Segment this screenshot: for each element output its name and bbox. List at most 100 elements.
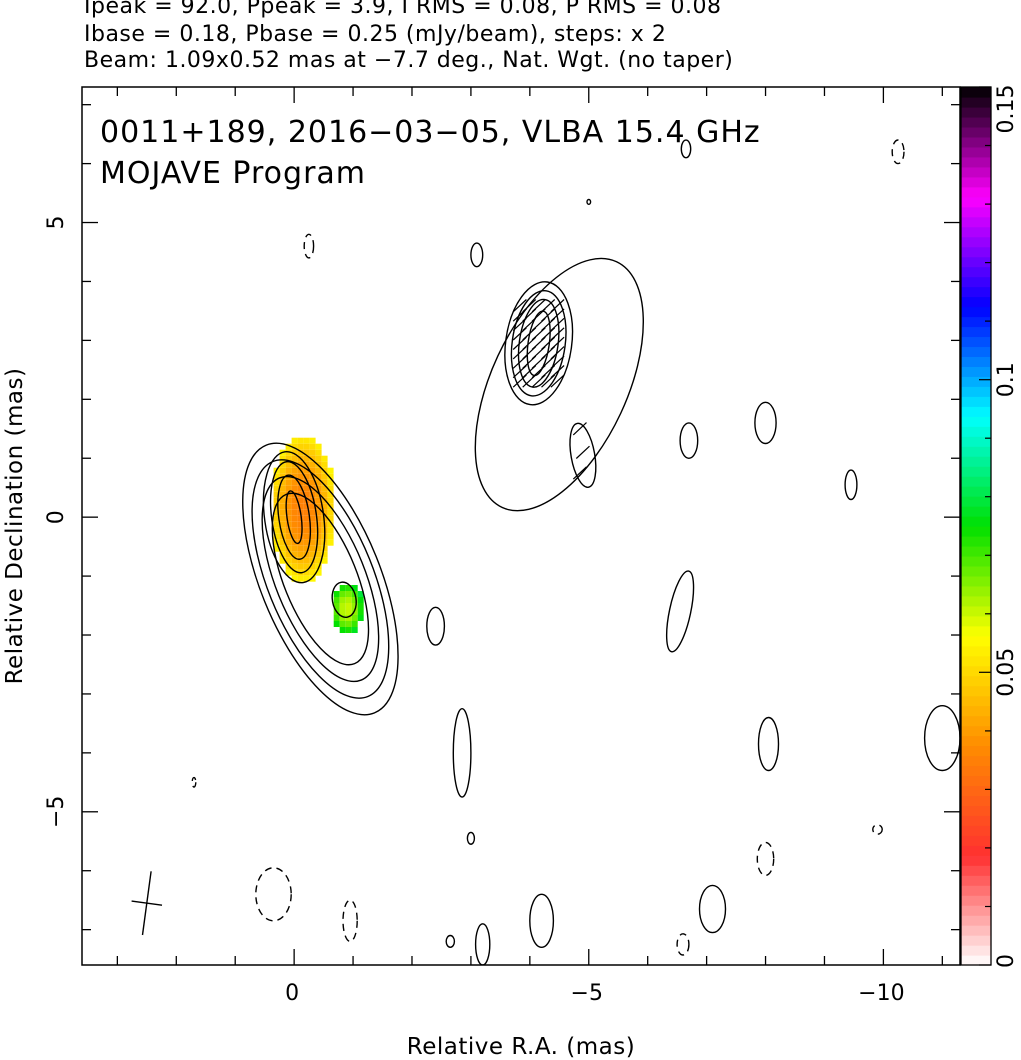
polarization-pixel-core [303,533,310,540]
axis-ticks [82,87,960,965]
polarization-pixel-jet [333,591,340,597]
colorbar-swatch [961,166,991,178]
polarization-pixel-core [327,509,334,516]
contour-core [285,490,303,545]
polarization-pixel-core [303,527,310,534]
polarization-pixel-jet [357,609,364,615]
colorbar-swatch [961,506,991,517]
polarization-pixel-core [303,491,310,498]
x-tick-label: 0 [285,981,299,1006]
x-tick-label: −10 [858,981,904,1006]
polarization-pixel-core [315,533,322,540]
colorbar-swatch [961,915,991,926]
colorbar-swatch [961,436,991,447]
polarization-pixel-core [291,497,298,504]
polarization-pixel-core [315,443,322,450]
colorbar-swatch [961,306,991,318]
polarization-pixel-core [303,437,310,444]
plot-subtitle: MOJAVE Program [100,156,366,191]
polarization-pixel-core [309,467,316,474]
evpa-vector [575,445,590,459]
colorbar-swatch [961,116,991,128]
polarization-pixel-core [303,449,310,456]
colorbar-swatch [961,366,991,377]
colorbar-swatch [961,945,991,956]
polarization-pixel-core [303,515,310,522]
noise-contour-negative [255,867,292,922]
polarization-pixel-core [297,563,304,570]
polarization-pixel-jet [357,615,364,621]
evpa-vector [572,466,587,480]
colorbar-tick-label: 0.05 [994,648,1019,697]
colorbar-tick-label: 0.15 [994,85,1019,134]
polarization-pixel-jet [345,627,352,633]
colorbar-swatch [961,885,991,896]
polarization-pixel-core [297,437,304,444]
evpa-vector [550,365,565,379]
polarization-pixel-jet [357,603,364,609]
evpa-vector [550,327,565,341]
polarization-pixel-core [303,539,310,546]
colorbar-swatch [961,96,991,108]
polarization-pixel-core [315,485,322,492]
polarization-pixel-core [309,461,316,468]
colorbar-swatch [961,795,991,806]
colorbar-swatch [961,326,991,338]
colorbar-swatch [961,775,991,787]
polarization-pixel-jet [345,603,352,609]
evpa-vector [550,308,565,322]
x-tick-label: −5 [571,981,603,1006]
contour-outer-jet-knot [569,422,597,488]
colorbar-swatch [961,126,991,138]
evpa-vector [550,346,565,360]
polarization-pixel-core [297,551,304,558]
polarization-pixel-core [285,467,292,474]
polarization-pixel-core [315,569,322,576]
polarization-pixel-core [309,575,316,582]
polarization-pixel-core [309,521,316,528]
colorbar-swatch [961,635,991,647]
polarization-pixel-core [297,449,304,456]
colorbar-swatch [961,685,991,697]
polarization-pixel-core [273,503,280,510]
contour-outer-jet [510,289,567,397]
colorbar-swatch [961,545,991,557]
noise-contour [586,198,592,206]
colorbar-swatch [961,575,991,587]
colorbar-swatch [961,745,991,757]
polarization-pixel-core [321,455,328,462]
noise-contour [665,570,695,653]
noise-contour-negative [303,233,315,259]
beam-marker [131,871,163,936]
polarization-pixel-core [303,575,310,582]
polarization-pixel-jet [339,621,346,627]
polarization-pixel-core [291,521,298,528]
polarization-pixel-core [297,443,304,450]
noise-contour [445,934,456,949]
polarization-pixel-core [285,443,292,450]
polarization-pixel-core [291,533,298,540]
polarization-pixel-core [327,497,334,504]
colorbar-swatch [961,106,991,118]
polarization-pixel-core [279,485,286,492]
colorbar-swatch [961,246,991,258]
polarization-pixel-jet [345,591,352,597]
colorbar-swatch [961,226,991,238]
polarization-pixel-jet [345,609,352,615]
polarization-pixel-core [327,539,334,546]
polarization-pixel-core [297,515,304,522]
polarization-pixel-core [279,521,286,528]
colorbar-swatch [961,645,991,657]
colorbar-swatch [961,206,991,218]
noise-contour [474,923,491,965]
polarization-pixel-jet [357,591,364,597]
polarization-pixel-jet [333,603,340,609]
noise-contour [757,716,780,772]
polarization-pixel-core [327,467,334,474]
polarization-pixel-core [327,515,334,522]
contour-outer-jet-halo [474,257,644,512]
polarization-pixel-core [303,467,310,474]
polarization-pixel-core [315,467,322,474]
colorbar-swatch [961,715,991,727]
y-tick-label: 5 [44,216,69,230]
